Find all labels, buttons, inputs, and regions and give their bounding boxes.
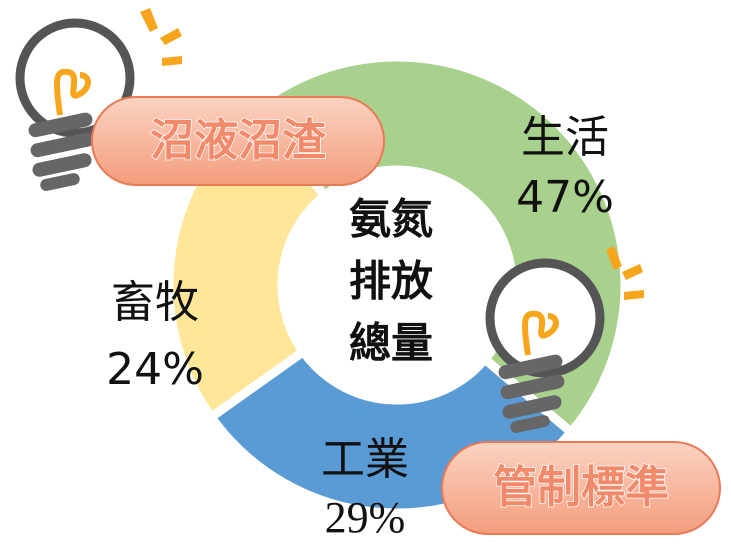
annotation-pill: [441, 441, 721, 535]
center-text: 排放: [349, 257, 433, 306]
center-text: 總量: [349, 319, 433, 368]
annotation-pill: [91, 96, 385, 186]
value-label: 47%: [516, 172, 614, 223]
category-label: 生活: [521, 112, 609, 163]
value-label: 24%: [106, 344, 204, 395]
annotation: 管制標準: [493, 462, 669, 513]
annotation: 沼液沼渣: [150, 115, 327, 166]
bulb-icon: [15, 8, 182, 191]
category-label: 工業: [321, 434, 409, 485]
bulb-icon: [485, 246, 644, 433]
value-label: 29%: [325, 493, 406, 542]
category-label: 畜牧: [111, 277, 199, 328]
center-text: 氨氮: [349, 195, 433, 244]
